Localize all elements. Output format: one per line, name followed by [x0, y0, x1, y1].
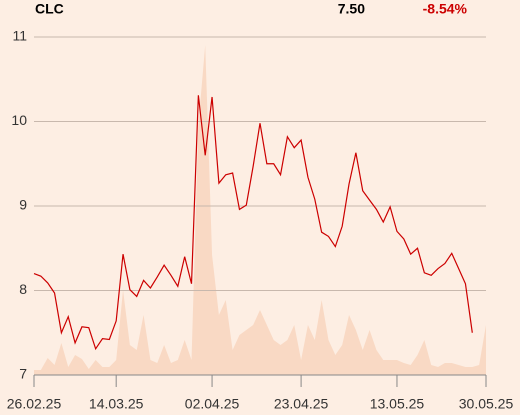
y-tick-label: 11 [12, 28, 27, 44]
ticker: CLC [35, 1, 64, 17]
price-line [33, 95, 473, 351]
y-tick-label: 8 [19, 281, 27, 297]
x-tick-label: 13.05.25 [370, 396, 425, 412]
y-tick-label: 10 [11, 112, 27, 128]
x-tick-label: 23.04.25 [274, 396, 329, 412]
last-price: 7.50 [338, 1, 365, 17]
x-tick-label: 26.02.25 [7, 396, 62, 412]
x-tick-label: 02.04.25 [185, 396, 240, 412]
y-tick-label: 7 [19, 366, 27, 382]
volume-area [34, 45, 486, 375]
y-tick-label: 9 [19, 197, 27, 213]
x-tick-label: 30.05.25 [459, 396, 514, 412]
x-tick-label: 14.03.25 [89, 396, 144, 412]
change: -8.54% [423, 1, 468, 17]
